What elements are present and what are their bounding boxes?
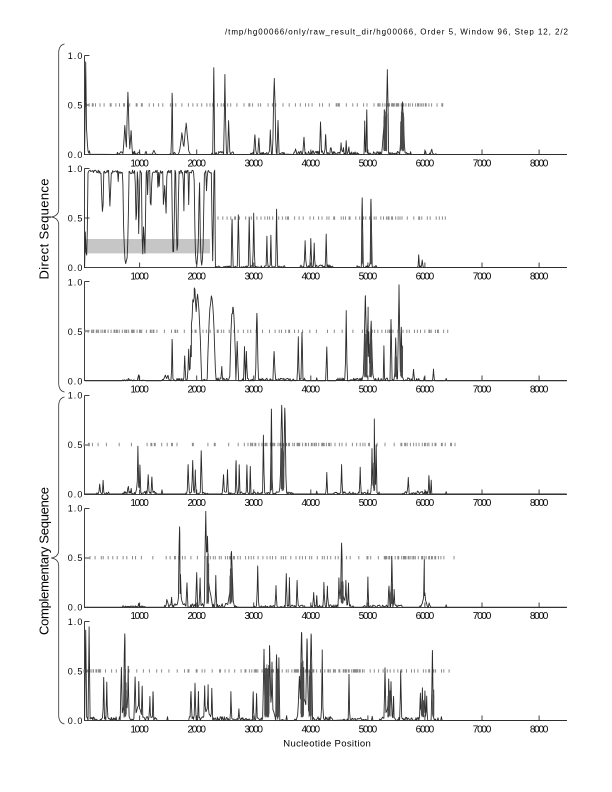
svg-text:Complementary Sequence: Complementary Sequence [37, 487, 52, 635]
svg-text:7000: 7000 [473, 611, 492, 622]
svg-text:0.5: 0.5 [68, 327, 83, 337]
svg-text:Direct Sequence: Direct Sequence [37, 179, 52, 280]
svg-text:7000: 7000 [473, 385, 492, 396]
svg-text:0.0: 0.0 [68, 716, 83, 726]
svg-text:8000: 8000 [530, 158, 549, 169]
svg-text:1.0: 1.0 [68, 504, 83, 514]
svg-text:0.5: 0.5 [68, 666, 83, 676]
svg-text:2000: 2000 [187, 272, 206, 283]
svg-text:5000: 5000 [359, 158, 378, 169]
svg-text:7000: 7000 [473, 272, 492, 283]
svg-text:0.5: 0.5 [68, 214, 83, 224]
svg-text:1000: 1000 [130, 724, 149, 735]
svg-text:5000: 5000 [359, 611, 378, 622]
svg-text:1000: 1000 [130, 158, 149, 169]
svg-text:6000: 6000 [416, 272, 435, 283]
svg-text:1.0: 1.0 [68, 391, 83, 401]
svg-text:2000: 2000 [187, 724, 206, 735]
svg-text:1.0: 1.0 [68, 51, 83, 61]
svg-text:6000: 6000 [416, 724, 435, 735]
svg-text:3000: 3000 [244, 158, 263, 169]
svg-text:4000: 4000 [302, 498, 321, 509]
svg-text:2000: 2000 [187, 498, 206, 509]
svg-text:1000: 1000 [130, 498, 149, 509]
svg-text:5000: 5000 [359, 724, 378, 735]
svg-text:4000: 4000 [302, 611, 321, 622]
svg-text:4000: 4000 [302, 385, 321, 396]
svg-text:6000: 6000 [416, 498, 435, 509]
svg-text:8000: 8000 [530, 724, 549, 735]
svg-text:1000: 1000 [130, 385, 149, 396]
svg-text:8000: 8000 [530, 272, 549, 283]
svg-text:0.5: 0.5 [68, 100, 83, 110]
svg-text:4000: 4000 [302, 272, 321, 283]
svg-text:0.0: 0.0 [68, 263, 83, 273]
svg-text:6000: 6000 [416, 611, 435, 622]
svg-text:0.5: 0.5 [68, 553, 83, 563]
svg-text:1000: 1000 [130, 272, 149, 283]
svg-text:2000: 2000 [187, 385, 206, 396]
svg-text:3000: 3000 [244, 272, 263, 283]
svg-text:5000: 5000 [359, 385, 378, 396]
svg-text:2000: 2000 [187, 611, 206, 622]
svg-text:3000: 3000 [244, 385, 263, 396]
svg-text:Nucleotide Position: Nucleotide Position [283, 739, 371, 750]
svg-text:0.0: 0.0 [68, 150, 83, 160]
svg-text:8000: 8000 [530, 611, 549, 622]
svg-text:2000: 2000 [187, 158, 206, 169]
svg-text:5000: 5000 [359, 498, 378, 509]
svg-text:7000: 7000 [473, 724, 492, 735]
svg-text:3000: 3000 [244, 611, 263, 622]
svg-text:8000: 8000 [530, 498, 549, 509]
svg-text:7000: 7000 [473, 158, 492, 169]
svg-text:/tmp/hg00066/only/raw_result_d: /tmp/hg00066/only/raw_result_dir/hg00066… [225, 28, 569, 37]
svg-text:0.5: 0.5 [68, 440, 83, 450]
svg-text:0.0: 0.0 [68, 603, 83, 613]
svg-text:5000: 5000 [359, 272, 378, 283]
svg-text:0.0: 0.0 [68, 376, 83, 386]
svg-text:1.0: 1.0 [68, 617, 83, 627]
svg-text:6000: 6000 [416, 385, 435, 396]
svg-text:1.0: 1.0 [68, 164, 83, 174]
svg-text:1000: 1000 [130, 611, 149, 622]
svg-text:3000: 3000 [244, 498, 263, 509]
svg-text:4000: 4000 [302, 724, 321, 735]
svg-text:8000: 8000 [530, 385, 549, 396]
svg-text:3000: 3000 [244, 724, 263, 735]
svg-text:7000: 7000 [473, 498, 492, 509]
svg-text:0.0: 0.0 [68, 490, 83, 500]
svg-text:1.0: 1.0 [68, 277, 83, 287]
svg-text:4000: 4000 [302, 158, 321, 169]
svg-text:6000: 6000 [416, 158, 435, 169]
